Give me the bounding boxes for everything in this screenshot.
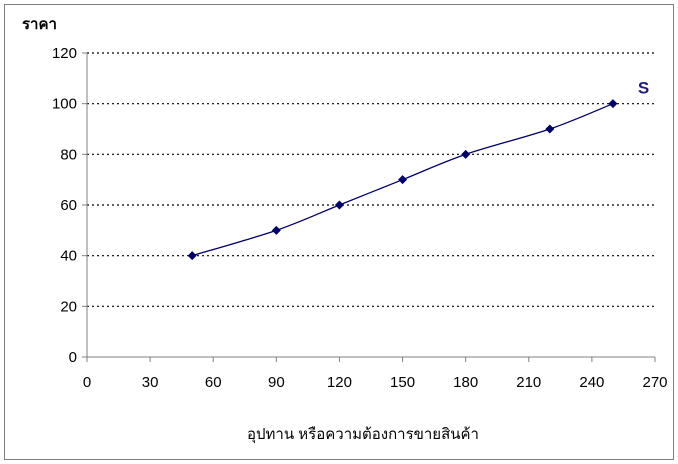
y-axis-title: ราคา (22, 16, 57, 33)
y-tick-label-40: 40 (60, 248, 77, 265)
y-tick-label-80: 80 (60, 146, 77, 163)
x-tick-label-120: 120 (327, 374, 352, 391)
x-tick-label-240: 240 (579, 374, 604, 391)
x-tick-label-90: 90 (268, 374, 285, 391)
y-tick-label-100: 100 (52, 96, 77, 113)
data-point-120-60 (334, 200, 344, 210)
y-tick-label-120: 120 (52, 45, 77, 62)
x-tick-labels: 0 30 60 90 120 150 180 210 240 270 (83, 357, 668, 391)
x-tick-label-270: 270 (642, 374, 667, 391)
x-axis-title: อุปทาน หรือความต้องการขายสินค้า (247, 426, 479, 444)
y-tick-label-0: 0 (69, 349, 77, 366)
series: S (187, 79, 649, 261)
x-tick-label-210: 210 (516, 374, 541, 391)
x-tick-label-60: 60 (205, 374, 222, 391)
data-point-90-50 (271, 225, 281, 235)
data-point-180-80 (461, 149, 471, 159)
x-tick-label-180: 180 (453, 374, 478, 391)
y-tick-labels: 0 20 40 60 80 100 120 (52, 45, 87, 366)
chart-frame (4, 4, 674, 460)
data-point-50-40 (187, 251, 197, 261)
series-label-0: S (638, 79, 649, 98)
gridlines (87, 52, 655, 307)
x-tick-label-30: 30 (142, 374, 159, 391)
x-tick-label-0: 0 (83, 374, 91, 391)
x-tick-label-150: 150 (390, 374, 415, 391)
data-point-250-100 (608, 99, 618, 109)
data-point-220-90 (545, 124, 555, 134)
data-point-150-70 (398, 175, 408, 185)
y-tick-label-20: 20 (60, 298, 77, 315)
y-tick-label-60: 60 (60, 197, 77, 214)
